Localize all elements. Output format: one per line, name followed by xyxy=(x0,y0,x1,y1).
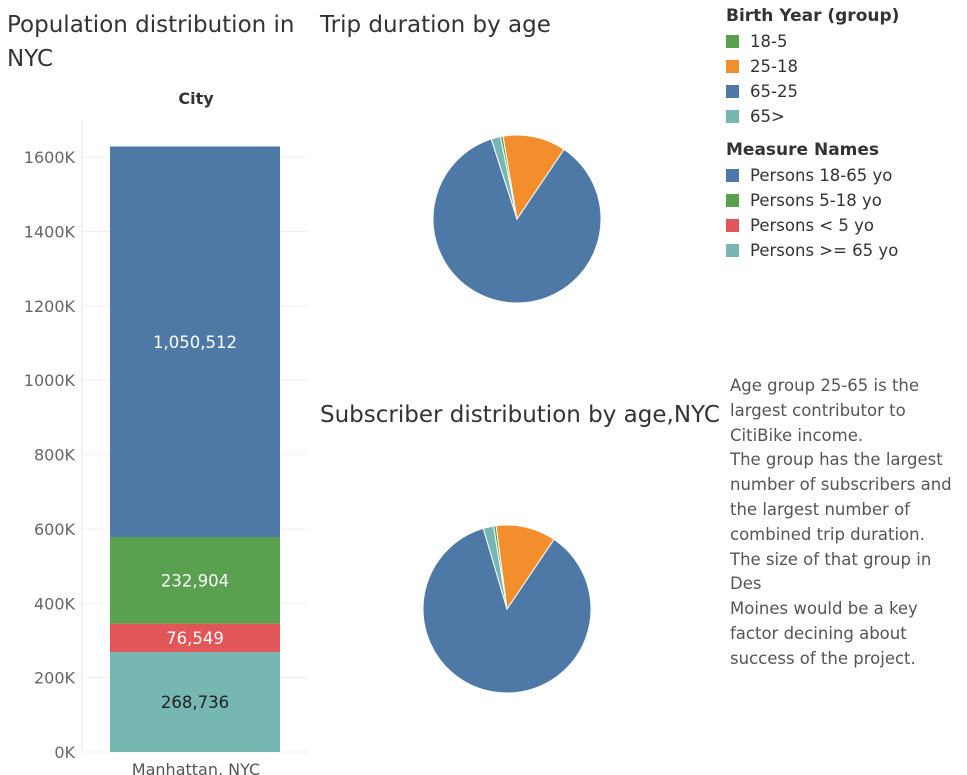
pie-slice[interactable] xyxy=(495,524,555,611)
bar-segments xyxy=(110,146,280,752)
y-tick-label: 1200K xyxy=(24,297,76,316)
bar-data-label: 268,736 xyxy=(161,693,229,712)
y-tick-label: 200K xyxy=(34,669,76,688)
trip-duration-pie xyxy=(432,134,602,304)
legend-item-18-5[interactable]: 18-5 xyxy=(726,29,899,54)
legend-label: Persons >= 65 yo xyxy=(750,241,899,260)
bar-column-header: City xyxy=(178,89,214,108)
birth-year-legend-title: Birth Year (group) xyxy=(726,6,900,26)
legend-label: Persons 5-18 yo xyxy=(750,191,882,210)
legend-label: 65> xyxy=(750,107,785,126)
bar-data-labels: 268,736 76,549 232,904 1,050,512 xyxy=(153,333,237,712)
legend-label: 25-18 xyxy=(750,57,798,76)
legend-swatch xyxy=(726,244,739,257)
pie-slice[interactable] xyxy=(432,138,602,304)
legend-item-65-25[interactable]: 65-25 xyxy=(726,79,899,104)
legend-label: 18-5 xyxy=(750,32,788,51)
y-tick-label: 800K xyxy=(34,446,76,465)
legend-swatch xyxy=(726,194,739,207)
annotation-note: Age group 25-65 is the largest contribut… xyxy=(730,376,952,668)
population-bar-chart: City 0K 200K 400K 600K 800K 1000K 1200K 1400K 16… xyxy=(24,89,308,775)
subscriber-distribution-title: Subscriber distribution by age,NYC xyxy=(320,402,720,428)
legend-item-persons-under-5[interactable]: Persons < 5 yo xyxy=(726,213,898,238)
legend-label: Persons < 5 yo xyxy=(750,216,874,235)
bar-segment[interactable] xyxy=(110,652,280,752)
legend-swatch xyxy=(726,60,739,73)
y-tick-label: 400K xyxy=(34,594,76,613)
legend-swatch xyxy=(726,169,739,182)
bar-axis-ticks: 0K 200K 400K 600K 800K 1000K 1200K 1400K 1600K xyxy=(24,148,76,762)
population-chart-title: Population distribution in NYC xyxy=(7,12,295,72)
y-tick-label: 600K xyxy=(34,520,76,539)
bar-data-label: 232,904 xyxy=(161,571,229,590)
pie-slice[interactable] xyxy=(502,134,565,221)
legend-swatch xyxy=(726,219,739,232)
bar-data-label: 1,050,512 xyxy=(153,333,237,352)
legend-item-persons-18-65[interactable]: Persons 18-65 yo xyxy=(726,163,898,188)
legend-item-persons-65-plus[interactable]: Persons >= 65 yo xyxy=(726,238,898,263)
legend-swatch xyxy=(726,110,739,123)
subscriber-distribution-pie xyxy=(422,524,592,694)
bar-category-label: Manhattan, NYC xyxy=(132,760,260,775)
measure-names-legend: Measure Names Persons 18-65 yo Persons 5… xyxy=(726,140,898,263)
bar-segment[interactable] xyxy=(110,537,280,624)
legend-label: 65-25 xyxy=(750,82,798,101)
birth-year-legend: Birth Year (group) 18-5 25-18 65-25 65> xyxy=(726,6,899,129)
legend-item-25-18[interactable]: 25-18 xyxy=(726,54,899,79)
measure-names-legend-title: Measure Names xyxy=(726,140,880,160)
legend-swatch xyxy=(726,85,739,98)
pie-slice[interactable] xyxy=(422,527,592,694)
y-tick-label: 0K xyxy=(54,743,75,762)
legend-item-persons-5-18[interactable]: Persons 5-18 yo xyxy=(726,188,898,213)
bar-segment[interactable] xyxy=(110,623,280,653)
legend-label: Persons 18-65 yo xyxy=(750,166,893,185)
y-tick-label: 1400K xyxy=(24,223,76,242)
legend-swatch xyxy=(726,35,739,48)
trip-duration-title: Trip duration by age xyxy=(320,12,551,38)
y-tick-label: 1000K xyxy=(24,371,76,390)
legend-item-65-plus[interactable]: 65> xyxy=(726,104,899,129)
y-tick-label: 1600K xyxy=(24,148,76,167)
bar-data-label: 76,549 xyxy=(166,629,224,648)
bar-segment[interactable] xyxy=(110,146,280,538)
